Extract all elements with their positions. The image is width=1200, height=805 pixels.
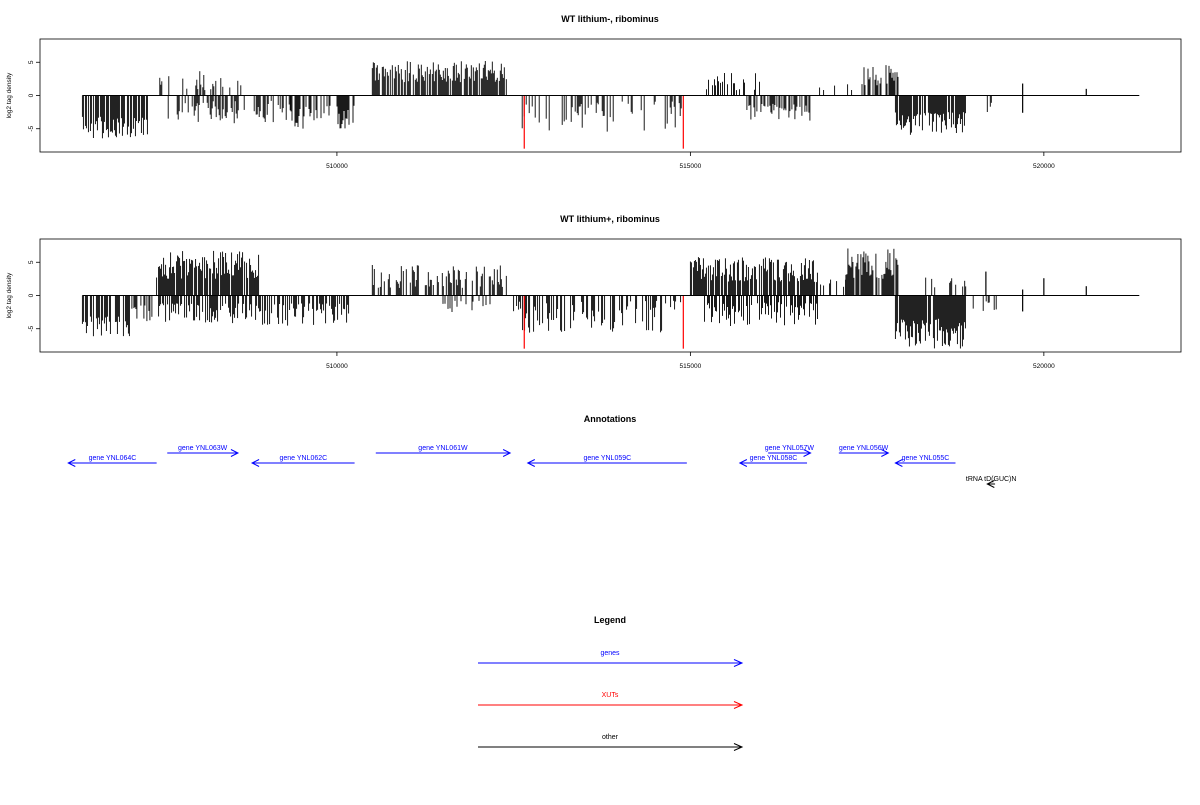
y-tick-label: -5 [28, 125, 35, 131]
y-tick-label: 0 [28, 93, 35, 97]
annotation-label: gene YNL055C [902, 455, 950, 462]
annotation-arrow-head [894, 459, 903, 467]
annotation-gene-ynl062c: gene YNL062C [250, 455, 355, 467]
x-tick-label: 515000 [680, 163, 702, 170]
track-panel-lithium-plus: WT lithium+, ribominus log2 tag density … [6, 214, 1182, 370]
axis-ticks: -5 0 5 510000 515000 520000 [28, 260, 1055, 370]
annotation-label: gene YNL062C [279, 455, 327, 462]
legend-label: genes [600, 650, 620, 657]
legend-item-other: other [478, 734, 744, 751]
annotation-gene-ynl056w: gene YNL056W [838, 445, 890, 457]
annotation-gene-ynl061w: gene YNL061W [375, 445, 512, 457]
legend-title: Legend [594, 615, 626, 625]
annotation-label: gene YNL064C [89, 455, 137, 462]
annotation-arrow-head [986, 480, 995, 488]
annotation-arrow-head [803, 449, 812, 457]
annotation-label: gene YNL059C [583, 455, 631, 462]
y-tick-label: 0 [28, 293, 35, 297]
legend-item-genes: genes [478, 650, 744, 667]
x-tick-label: 515000 [680, 363, 702, 370]
annotation-label: gene YNL057W [765, 445, 815, 452]
legend-label: other [602, 734, 619, 741]
annotation-gene-ynl057w: gene YNL057W [765, 445, 815, 457]
x-tick-label: 520000 [1033, 363, 1055, 370]
annotation-arrow-head [738, 459, 748, 467]
legend-arrow-head [733, 743, 744, 751]
annotation-gene-ynl063w: gene YNL063W [167, 445, 240, 457]
annotation-arrow-head [881, 449, 890, 457]
annotation-arrow-head [250, 459, 260, 467]
panel-title: WT lithium-, ribominus [561, 14, 659, 24]
annotation-arrow-head [502, 449, 512, 457]
annotation-gene-ynl059c: gene YNL059C [526, 455, 687, 467]
y-axis-label: log2 tag density [6, 72, 13, 118]
highlight-bars [523, 95, 684, 149]
annotation-label: gene YNL058C [750, 455, 798, 462]
x-tick-label: 520000 [1033, 163, 1055, 170]
annotation-label: gene YNL063W [178, 445, 228, 452]
y-tick-label: -5 [28, 325, 35, 331]
highlight-bars [523, 295, 684, 349]
annotation-gene-ynl055c: gene YNL055C [894, 455, 956, 467]
y-tick-label: 5 [28, 260, 35, 264]
legend-item-xuts: XUTs [478, 692, 744, 709]
bars [81, 61, 1087, 139]
annotation-label: gene YNL061W [418, 445, 468, 452]
y-tick-label: 5 [28, 60, 35, 64]
legend-items: genes XUTs other [478, 650, 744, 751]
annotations-title: Annotations [584, 414, 637, 424]
annotation-gene-ynl064c: gene YNL064C [67, 455, 157, 467]
legend-arrow-head [733, 659, 744, 667]
x-tick-label: 510000 [326, 363, 348, 370]
legend: Legend genes XUTs other [478, 615, 744, 751]
annotation-gene-ynl058c: gene YNL058C [738, 455, 808, 467]
annotation-arrow-head [67, 459, 76, 467]
panel-title: WT lithium+, ribominus [560, 214, 660, 224]
y-axis-label: log2 tag density [6, 272, 13, 318]
legend-label: XUTs [602, 692, 619, 699]
track-panel-lithium-minus: WT lithium-, ribominus log2 tag density … [6, 14, 1182, 170]
x-tick-label: 510000 [326, 163, 348, 170]
annotation-trna-td-guc-n: tRNA tD(GUC)N [966, 476, 1017, 488]
annotation-arrow-head [526, 459, 536, 467]
annotation-arrow-head [230, 449, 240, 457]
annotation-label: tRNA tD(GUC)N [966, 476, 1017, 483]
annotation-items: gene YNL064C gene YNL063W gene YNL062C gene… [67, 445, 1017, 488]
annotation-label: gene YNL056W [839, 445, 889, 452]
bars [81, 248, 1087, 349]
axis-ticks: -5 0 5 510000 515000 520000 [28, 60, 1055, 170]
legend-arrow-head [733, 701, 744, 709]
